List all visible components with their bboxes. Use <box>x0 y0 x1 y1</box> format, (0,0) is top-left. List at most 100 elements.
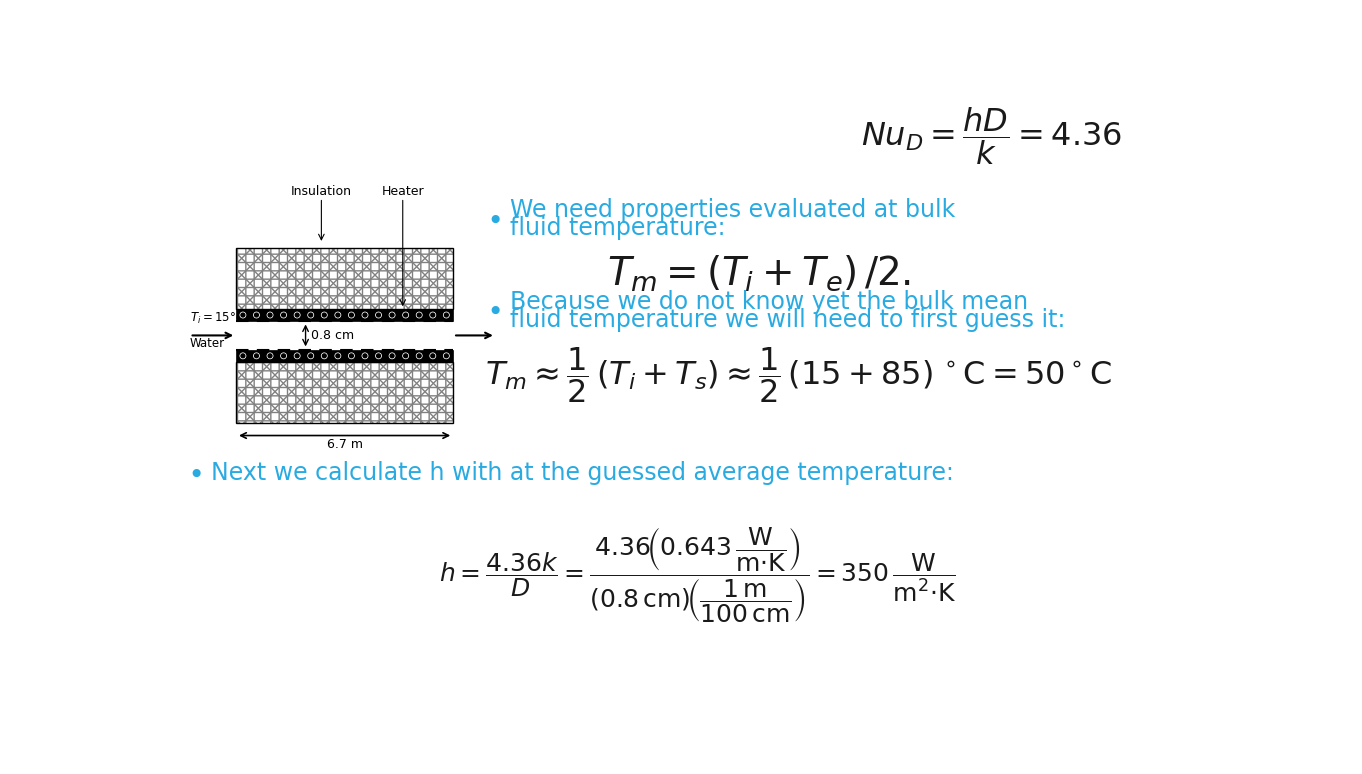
Circle shape <box>402 312 409 318</box>
Circle shape <box>240 352 247 359</box>
Circle shape <box>403 313 407 317</box>
Circle shape <box>294 352 301 359</box>
Circle shape <box>309 354 313 358</box>
Circle shape <box>350 313 353 317</box>
Circle shape <box>294 312 301 318</box>
Circle shape <box>361 312 369 318</box>
Circle shape <box>335 313 340 317</box>
Circle shape <box>390 313 395 317</box>
Circle shape <box>253 353 259 358</box>
Circle shape <box>308 352 315 359</box>
Circle shape <box>350 354 353 358</box>
Circle shape <box>417 354 421 358</box>
Circle shape <box>388 352 395 359</box>
Circle shape <box>253 352 260 359</box>
Circle shape <box>376 313 381 317</box>
Circle shape <box>241 354 245 358</box>
Circle shape <box>375 312 381 318</box>
Circle shape <box>429 352 436 359</box>
Circle shape <box>444 313 449 317</box>
Circle shape <box>281 352 287 359</box>
Circle shape <box>281 312 287 318</box>
Circle shape <box>267 352 274 359</box>
Circle shape <box>444 313 448 317</box>
Bar <box>236 248 454 310</box>
Text: $h = \dfrac{4.36k}{D} = \dfrac{4.36\!\left(0.643\,\dfrac{\mathrm{W}}{\mathrm{m{\: $h = \dfrac{4.36k}{D} = \dfrac{4.36\!\le… <box>439 525 956 625</box>
Text: fluid temperature:: fluid temperature: <box>509 217 725 241</box>
Text: 0.8 cm: 0.8 cm <box>311 329 354 342</box>
Circle shape <box>417 313 421 317</box>
Bar <box>236 361 454 423</box>
Circle shape <box>323 354 327 358</box>
Text: $\bullet$: $\bullet$ <box>486 205 501 233</box>
Bar <box>236 361 454 423</box>
Circle shape <box>296 354 300 358</box>
Circle shape <box>294 353 300 358</box>
Circle shape <box>321 313 327 317</box>
Circle shape <box>390 354 394 358</box>
Text: $T_m \approx \dfrac{1}{2}\,(T_i + T_s) \approx \dfrac{1}{2}\,(15+85)\,^\circ\mat: $T_m \approx \dfrac{1}{2}\,(T_i + T_s) \… <box>485 345 1111 406</box>
Circle shape <box>349 353 354 358</box>
Circle shape <box>334 352 342 359</box>
Bar <box>236 361 454 423</box>
Bar <box>236 361 454 423</box>
Circle shape <box>417 313 422 317</box>
Circle shape <box>308 312 315 318</box>
Circle shape <box>429 312 436 318</box>
Text: Next we calculate h with at the guessed average temperature:: Next we calculate h with at the guessed … <box>211 461 953 485</box>
Text: We need properties evaluated at bulk: We need properties evaluated at bulk <box>509 198 955 222</box>
Circle shape <box>376 353 381 358</box>
Bar <box>236 320 454 350</box>
Circle shape <box>240 313 245 317</box>
Text: Insulation: Insulation <box>291 185 351 197</box>
Circle shape <box>430 313 436 317</box>
Bar <box>236 248 454 310</box>
Circle shape <box>241 313 245 317</box>
Circle shape <box>361 352 369 359</box>
Circle shape <box>443 312 449 318</box>
Circle shape <box>268 354 272 358</box>
Circle shape <box>417 353 422 358</box>
Circle shape <box>321 312 328 318</box>
Circle shape <box>255 354 259 358</box>
Circle shape <box>364 354 366 358</box>
Circle shape <box>362 313 368 317</box>
Circle shape <box>294 313 300 317</box>
Circle shape <box>430 354 434 358</box>
Text: $Nu_D = \dfrac{hD}{k} = 4.36$: $Nu_D = \dfrac{hD}{k} = 4.36$ <box>861 105 1122 167</box>
Circle shape <box>267 353 272 358</box>
Text: fluid temperature we will need to first guess it:: fluid temperature we will need to first … <box>509 308 1065 332</box>
Circle shape <box>430 313 434 317</box>
Circle shape <box>309 313 313 317</box>
Text: $\bullet$: $\bullet$ <box>188 459 202 488</box>
Circle shape <box>281 353 286 358</box>
Circle shape <box>364 313 366 317</box>
Circle shape <box>334 312 342 318</box>
Circle shape <box>377 354 380 358</box>
Circle shape <box>403 354 407 358</box>
Circle shape <box>282 354 286 358</box>
Bar <box>236 248 454 310</box>
Circle shape <box>268 313 272 317</box>
Circle shape <box>281 313 286 317</box>
Circle shape <box>308 353 313 358</box>
Circle shape <box>443 352 449 359</box>
Text: $\bullet$: $\bullet$ <box>486 296 501 324</box>
Circle shape <box>336 313 339 317</box>
Circle shape <box>415 352 422 359</box>
Circle shape <box>335 353 340 358</box>
Circle shape <box>349 313 354 317</box>
Circle shape <box>444 354 448 358</box>
Circle shape <box>430 353 436 358</box>
Circle shape <box>377 313 380 317</box>
Circle shape <box>415 312 422 318</box>
Circle shape <box>323 313 327 317</box>
Circle shape <box>240 353 245 358</box>
Circle shape <box>390 313 394 317</box>
Circle shape <box>347 312 355 318</box>
Text: Heater: Heater <box>381 185 424 197</box>
Bar <box>236 350 454 361</box>
Circle shape <box>255 313 259 317</box>
Circle shape <box>390 353 395 358</box>
Circle shape <box>253 313 259 317</box>
